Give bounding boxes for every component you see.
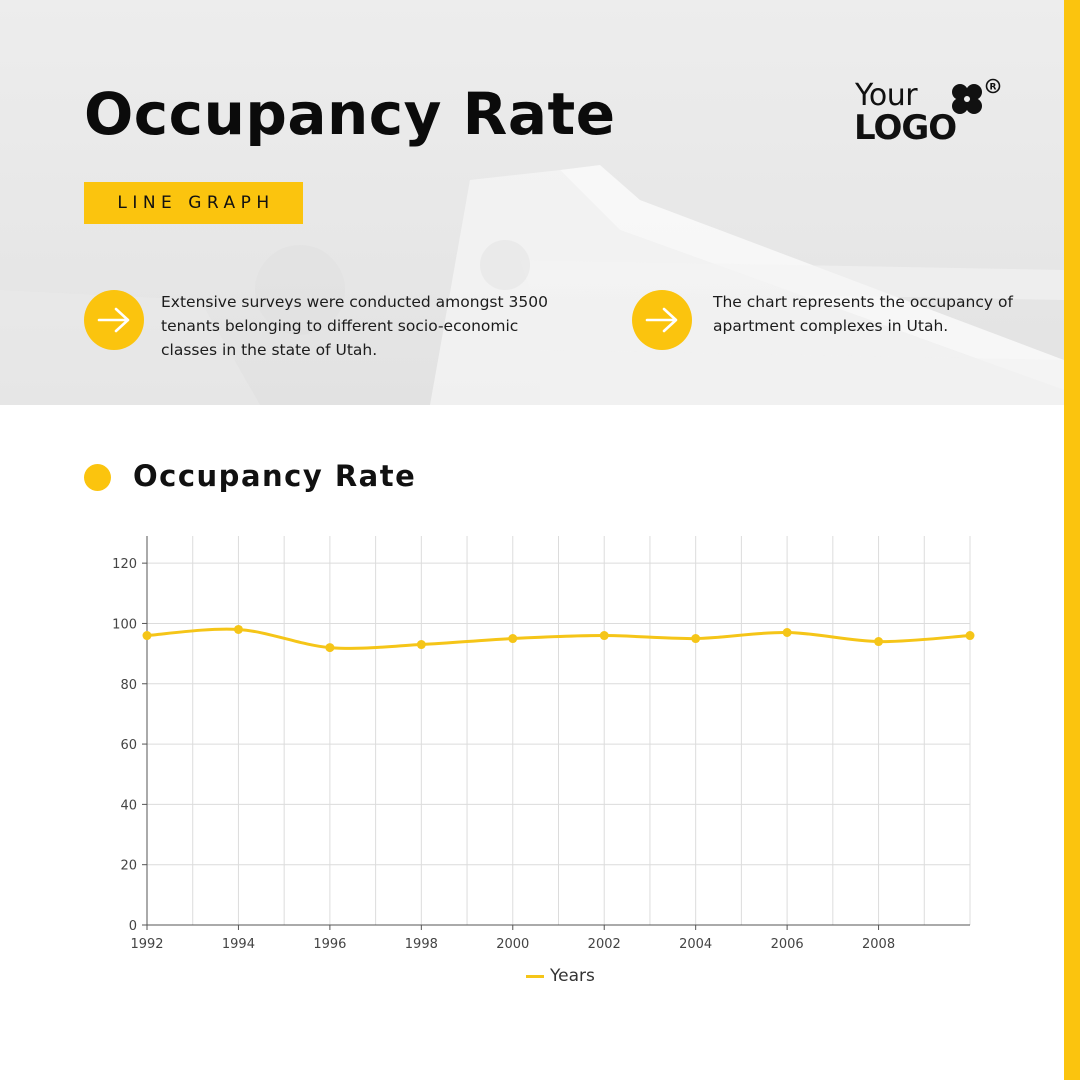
registered-icon: R [985,78,1001,94]
axes [142,536,970,930]
data-point [508,634,518,644]
page-title: Occupancy Rate [84,80,616,148]
info-block-chart-description: The chart represents the occupancy of ap… [632,290,1033,350]
badge-label: LINE GRAPH [117,193,275,213]
legend-swatch [526,974,544,978]
chart-title: Occupancy Rate [133,459,417,493]
info-block-surveys: Extensive surveys were conducted amongst… [84,290,571,362]
logo-text-line1: Your [855,78,918,113]
logo-text-line2: LOGO [854,108,957,148]
accent-side-bar [1064,0,1080,1080]
legend-label: Years [550,966,595,986]
data-point [691,634,701,644]
x-tick-label: 1994 [222,937,255,952]
series-line [145,627,972,650]
dot-icon [84,464,111,491]
y-tick-label: 120 [112,557,137,572]
data-point [782,627,792,637]
arrow-right-icon [84,290,144,350]
data-point [874,637,884,647]
brand-logo: Your LOGO R [850,78,1010,148]
y-tick-label: 40 [120,798,137,813]
data-point [325,643,335,653]
x-tick-label: 2008 [862,937,895,952]
tick-labels: 0 20 40 60 80 100 120 1992 1994 1996 1998 2000 2002 2… [112,557,895,952]
chart-type-badge: LINE GRAPH [84,182,303,224]
occupancy-line-chart: 0 20 40 60 80 100 120 1992 1994 1996 1998 2000 2002 2… [112,536,975,952]
x-tick-label: 2002 [588,937,621,952]
info-text-chart-description: The chart represents the occupancy of ap… [713,293,1013,335]
series-layer [142,624,975,653]
data-point [599,631,609,641]
clover-icon [952,84,982,114]
data-point [233,624,243,634]
y-tick-label: 80 [120,678,137,693]
x-tick-label: 2000 [496,937,529,952]
info-text-surveys: Extensive surveys were conducted amongst… [161,293,548,359]
x-tick-label: 1992 [130,937,163,952]
x-tick-label: 1996 [313,937,346,952]
hero-banner [0,0,1064,405]
y-tick-label: 100 [112,617,137,632]
y-tick-label: 0 [129,919,137,934]
arrow-right-icon [632,290,692,350]
y-tick-label: 20 [120,859,137,874]
svg-text:R: R [990,82,997,92]
building-photo-background [0,165,1064,405]
data-point [142,631,152,641]
data-point [416,640,426,650]
x-tick-label: 2006 [771,937,804,952]
y-tick-label: 60 [120,738,137,753]
chart-legend: Years [526,966,595,986]
x-tick-label: 2004 [679,937,712,952]
grid-lines [147,536,971,925]
data-point [965,631,975,641]
x-tick-label: 1998 [405,937,438,952]
